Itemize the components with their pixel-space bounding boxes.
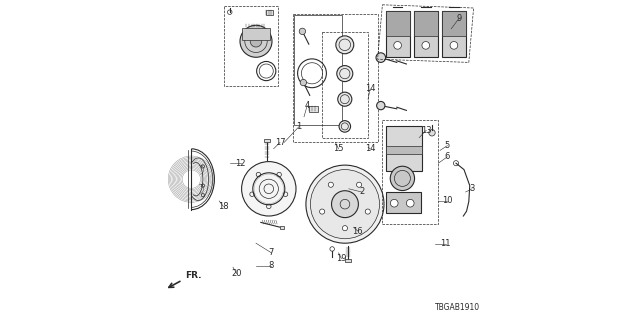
Text: 8: 8: [269, 261, 274, 270]
Circle shape: [337, 66, 353, 82]
Text: 7: 7: [269, 248, 274, 257]
Bar: [385, 11, 410, 36]
Bar: [414, 11, 438, 36]
Circle shape: [300, 28, 306, 35]
Text: 14: 14: [365, 84, 376, 93]
Bar: [385, 126, 422, 171]
Text: 2: 2: [359, 188, 364, 196]
Circle shape: [342, 226, 348, 231]
Bar: [322, 32, 368, 138]
Text: 19: 19: [336, 254, 347, 263]
Circle shape: [394, 42, 401, 49]
Text: 17: 17: [275, 138, 285, 147]
Bar: [345, 259, 351, 262]
Text: 4: 4: [305, 101, 310, 110]
Text: 3: 3: [469, 184, 475, 193]
Text: 14: 14: [365, 144, 376, 153]
Bar: [387, 192, 422, 213]
Text: TBGAB1910: TBGAB1910: [435, 303, 480, 312]
Bar: [414, 11, 438, 57]
Bar: [280, 226, 284, 229]
Circle shape: [242, 162, 296, 216]
Bar: [242, 28, 271, 40]
Bar: [294, 15, 342, 125]
Circle shape: [450, 42, 458, 49]
Text: 1: 1: [296, 122, 302, 131]
Circle shape: [300, 79, 307, 86]
Text: 10: 10: [442, 196, 452, 205]
Circle shape: [406, 199, 414, 207]
Circle shape: [422, 42, 429, 49]
Circle shape: [356, 182, 362, 187]
Circle shape: [390, 166, 415, 190]
Circle shape: [390, 199, 398, 207]
Circle shape: [365, 209, 371, 214]
Circle shape: [328, 182, 333, 187]
Text: 11: 11: [440, 239, 451, 248]
Bar: [383, 120, 438, 224]
Text: 15: 15: [333, 144, 344, 153]
Circle shape: [429, 130, 435, 136]
Circle shape: [319, 209, 324, 214]
Text: 12: 12: [236, 159, 246, 168]
Bar: [266, 10, 273, 15]
Circle shape: [332, 191, 358, 218]
Bar: [442, 11, 466, 57]
Circle shape: [376, 101, 385, 110]
Circle shape: [338, 92, 352, 106]
Text: 9: 9: [456, 14, 461, 23]
Circle shape: [240, 25, 272, 57]
Bar: [442, 11, 466, 36]
Text: 20: 20: [232, 269, 242, 278]
Circle shape: [339, 121, 351, 132]
Text: 5: 5: [445, 141, 450, 150]
Bar: [264, 139, 270, 142]
Text: 18: 18: [218, 202, 228, 211]
Text: 13: 13: [421, 126, 431, 135]
Circle shape: [310, 170, 380, 239]
Text: 6: 6: [445, 152, 450, 161]
Bar: [385, 146, 422, 154]
Circle shape: [336, 36, 354, 54]
Bar: [385, 11, 410, 57]
Bar: [224, 6, 278, 86]
Circle shape: [306, 165, 384, 243]
Circle shape: [376, 53, 385, 62]
Bar: [308, 106, 317, 112]
Text: FR.: FR.: [185, 271, 202, 280]
Circle shape: [250, 36, 262, 47]
Bar: [292, 14, 378, 142]
Text: 16: 16: [353, 227, 363, 236]
